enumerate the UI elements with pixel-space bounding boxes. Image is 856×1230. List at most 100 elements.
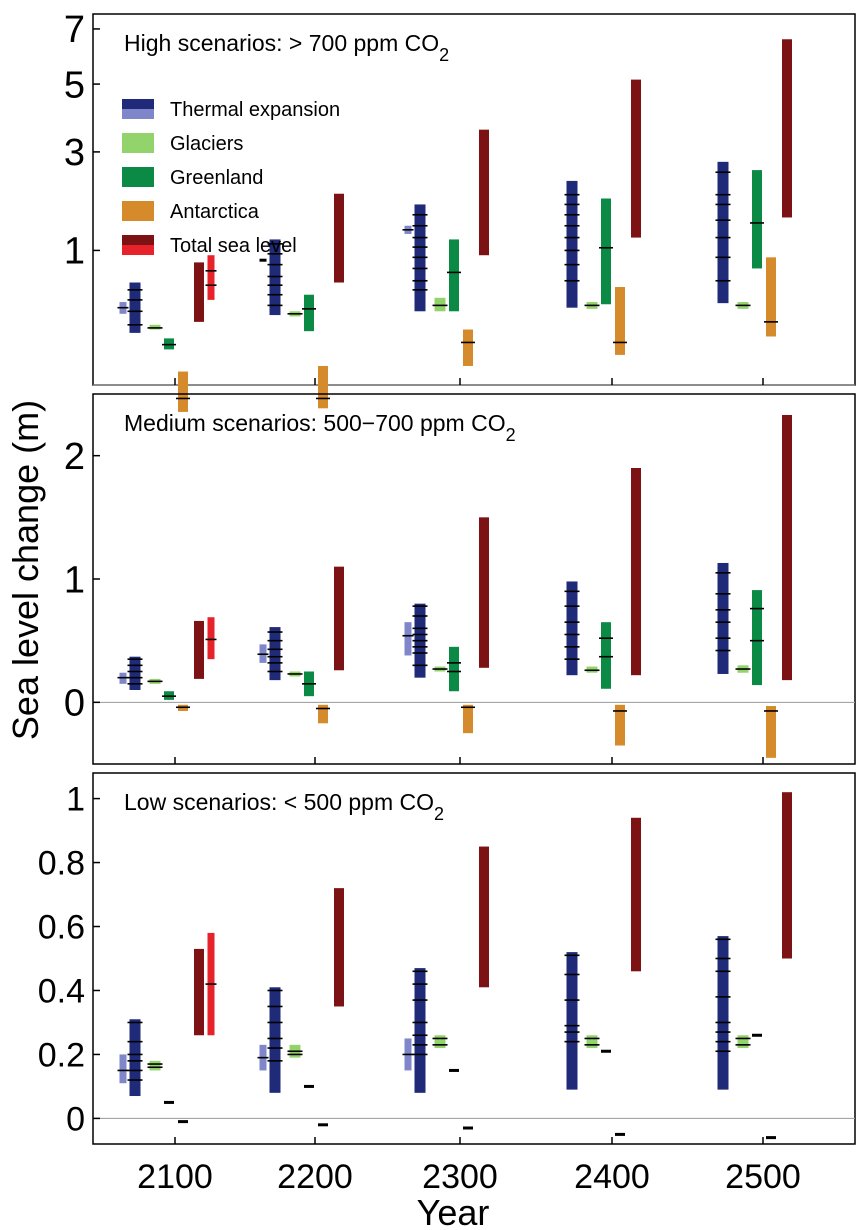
legend-item: Antarctica: [122, 201, 260, 223]
y-tick-label: 0: [64, 683, 85, 725]
bar-total-2400: [631, 468, 641, 676]
bar-antarctica-2500: [766, 706, 776, 758]
bar-greenland-2400: [601, 198, 611, 305]
bar-thermal-2400: [566, 952, 578, 1090]
bar-antarctica-2200: [318, 704, 328, 724]
bar-antarctica-2200: [318, 1123, 328, 1127]
legend-label: Glaciers: [170, 133, 243, 155]
y-tick-label: 0: [66, 1100, 85, 1138]
legend-label: Thermal expansion: [170, 99, 340, 121]
y-tick-label: 2: [64, 436, 85, 478]
bar-antarctica-2400: [615, 287, 625, 355]
y-tick-label: 5: [64, 64, 85, 106]
bar-greenland-2400: [601, 1049, 611, 1053]
bar-antarctica-2100: [178, 1120, 188, 1124]
legend-label: Total sea level: [170, 235, 297, 257]
bar-thermal-light-2100: [119, 1054, 127, 1084]
bar-thermal-2300: [414, 968, 426, 1093]
legend-swatch-light: [122, 143, 154, 153]
panel-frame: [92, 13, 856, 386]
panel-frame: [92, 772, 856, 1145]
legend-swatch: [122, 167, 154, 177]
bar-antarctica-2300: [463, 704, 473, 734]
bar-total-2100: [194, 948, 204, 1036]
bar-thermal-2500: [717, 562, 729, 674]
bar-total-2300: [479, 846, 489, 988]
y-tick-label: 0.2: [38, 1036, 85, 1074]
legend-item: Glaciers: [122, 133, 243, 155]
panels-layer: 1 3 5 7 High scenarios: > 700 ppm CO2 0 1 2 Medi…: [38, 9, 856, 1196]
bar-antarctica-2100: [178, 371, 188, 412]
bar-total-2200: [334, 566, 344, 671]
bar-greenland-2300: [449, 239, 459, 312]
y-axis-title: Sea level change (m): [5, 400, 46, 740]
legend-label: Antarctica: [170, 201, 260, 223]
bar-greenland-2300: [449, 646, 459, 692]
legend: Thermal expansion Glaciers Greenland Antarc…: [122, 99, 340, 257]
bar-greenland-2500: [752, 170, 762, 269]
bar-greenland-2300: [449, 1068, 459, 1072]
y-tick-label: 0.4: [38, 972, 85, 1010]
bar-thermal-light-2200: [259, 258, 267, 262]
y-tick-label: 1: [64, 231, 85, 273]
bar-total-2200: [334, 888, 344, 1007]
bar-thermal-2100: [129, 1019, 141, 1097]
x-tick-label: 2300: [422, 1158, 498, 1196]
bar-total-2500: [782, 414, 792, 681]
bar-total-2300: [479, 517, 489, 668]
legend-item: Thermal expansion: [122, 99, 340, 121]
legend-swatch-light: [122, 177, 154, 187]
bar-greenland-2500: [752, 1033, 762, 1037]
panel-frame: [92, 393, 856, 765]
bar-total-light-2100: [207, 255, 215, 285]
legend-swatch-light: [122, 211, 154, 221]
bar-antarctica-2300: [463, 1126, 473, 1130]
bar-glaciers-2400: [586, 1035, 598, 1049]
bar-thermal-2400: [566, 581, 578, 676]
bar-antarctica-2500: [766, 1136, 776, 1140]
bar-total-light-2100: [207, 617, 215, 660]
bar-total-2400: [631, 817, 641, 972]
bar-total-2100: [194, 262, 204, 322]
bar-glaciers-2500: [737, 1035, 749, 1049]
bar-glaciers-2300: [434, 1035, 446, 1049]
bar-thermal-2500: [717, 936, 729, 1090]
bar-antarctica-2400: [615, 1132, 625, 1136]
legend-item: Greenland: [122, 167, 263, 189]
legend-swatch: [122, 201, 154, 211]
bar-thermal-2200: [269, 987, 281, 1093]
x-tick-label: 2100: [137, 1158, 213, 1196]
y-tick-label: 7: [64, 9, 85, 51]
bar-greenland-2100: [164, 1100, 174, 1104]
panel-title: Low scenarios: < 500 ppm CO2: [124, 789, 444, 824]
bar-thermal-light-2300: [404, 622, 412, 656]
bar-thermal-2200: [269, 627, 281, 681]
x-tick-label: 2500: [725, 1158, 801, 1196]
bar-greenland-2400: [601, 622, 611, 689]
bar-antarctica-2500: [766, 257, 776, 337]
bar-total-2300: [479, 129, 489, 256]
bar-thermal-2400: [566, 180, 578, 308]
y-tick-label: 1: [64, 559, 85, 601]
bar-glaciers-2300: [434, 297, 446, 312]
legend-swatch: [122, 133, 154, 143]
legend-swatch-light: [122, 109, 154, 119]
bar-thermal-2500: [717, 161, 729, 304]
bar-glaciers-2100: [149, 1060, 161, 1071]
x-axis-title: Year: [417, 1192, 490, 1230]
bar-thermal-2100: [129, 656, 141, 690]
y-tick-label: 3: [64, 132, 85, 174]
bar-greenland-2500: [752, 590, 762, 686]
x-tick-label: 2400: [574, 1158, 650, 1196]
bar-total-2400: [631, 79, 641, 238]
bar-antarctica-2400: [615, 704, 625, 746]
legend-item: Total sea level: [122, 235, 297, 257]
bar-total-2500: [782, 39, 792, 218]
bar-total-light-2100: [207, 274, 215, 300]
bar-total-2500: [782, 792, 792, 959]
bar-greenland-2200: [304, 1084, 314, 1088]
bar-antarctica-2200: [318, 365, 328, 409]
bar-total-2100: [194, 620, 204, 679]
legend-swatch-light: [122, 245, 154, 255]
